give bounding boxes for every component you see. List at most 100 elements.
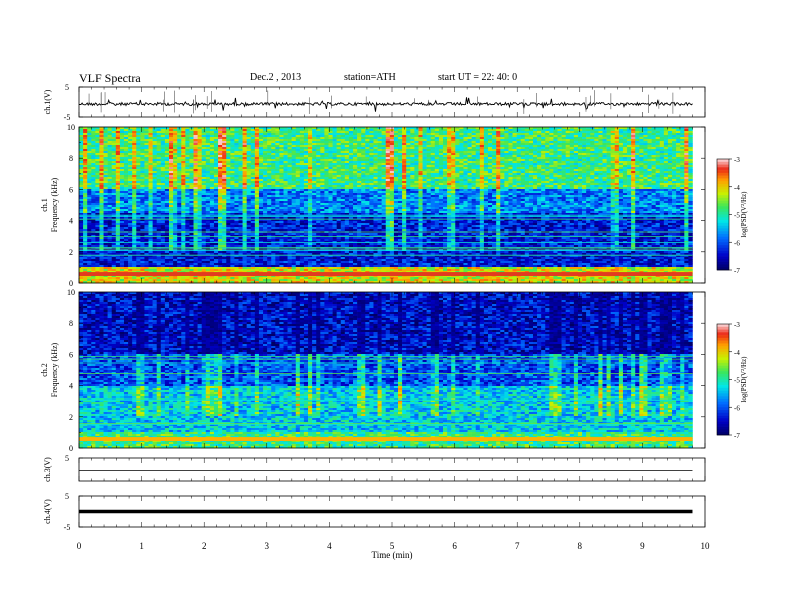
spectrogram-cell [479,145,485,148]
spectrogram-cell [160,129,166,132]
spectrogram-cell [197,151,202,154]
spectrogram-cell [438,177,444,180]
spectrogram-cell [79,181,84,184]
spectrogram-cell [381,161,387,164]
spectrogram-cell [455,137,460,140]
spectrogram-cell [631,185,636,188]
spectrogram-cell [680,145,685,148]
spectrogram-cell [328,179,333,182]
spectrogram-cell [631,137,636,140]
spectrogram-cell [622,183,628,186]
spectrogram-cell [189,157,194,160]
spectrogram-cell [606,151,611,154]
spectrogram-cell [577,165,583,168]
spectrogram-cell [197,169,202,172]
spectrogram-cell [667,187,673,190]
spectrogram-cell [614,189,620,192]
spectrogram-cell [459,145,464,148]
spectrogram-cell [226,135,231,138]
spectrogram-cell [254,165,260,168]
spectrogram-cell [369,167,374,170]
spectrogram-cell [164,131,170,134]
spectrogram-cell [680,159,685,162]
spectrogram-cell [197,141,202,144]
spectrogram-cell [279,127,284,130]
station-label: station=ATH [344,72,396,83]
spectrogram-cell [537,173,542,176]
spectrogram-cell [103,181,108,184]
spectrogram-cell [308,173,313,176]
spectrogram-cell [254,169,260,172]
spectrogram-cell [320,163,325,166]
spectrogram-cell [267,145,272,148]
spectrogram-cell [336,139,342,142]
spectrogram-cell [520,131,526,134]
spectrogram-cell [385,151,391,154]
spectrogram-cell [303,179,309,182]
spectrogram-cell [594,189,599,192]
spectrogram-cell [537,161,542,164]
spectrogram-cell [303,189,309,192]
spectrogram-cell [528,181,534,184]
spectrogram-cell [263,177,268,180]
spectrogram-cell [242,167,247,170]
spectrogram-cell [606,161,611,164]
spectrogram-cell [361,141,366,144]
spectrogram-cell [455,183,460,186]
spectrogram-cell [643,149,648,152]
spectrogram-cell [373,151,378,154]
spectrogram-cell [663,149,669,152]
spectrogram-cell [148,143,153,146]
spectrogram-cell [496,133,501,136]
spectrogram-cell [455,171,460,174]
spectrogram-cell [398,133,403,136]
spectrogram-cell [430,165,436,168]
spectrogram-cell [492,189,497,192]
spectrogram-cell [185,181,190,184]
spectrogram-cell [393,189,399,192]
spectrogram-cell [99,127,104,130]
spectrogram-cell [312,135,317,138]
spectrogram-cell [369,177,374,180]
spectrogram-cell [500,163,505,166]
spectrogram-cell [447,143,452,146]
spectrogram-cell [168,189,174,192]
spectrogram-cell [549,169,554,172]
spectrogram-cell [627,157,632,160]
spectrogram-cell [500,159,505,162]
spectrogram-cell [152,169,158,172]
spectrogram-cell [672,161,677,164]
spectrogram-cell [430,149,436,152]
spectrogram-cell [406,139,411,142]
spectrogram-cell [524,147,530,150]
spectrogram-cell [238,185,243,188]
spectrogram-cell [197,145,202,148]
spectrogram-cell [348,129,354,132]
spectrogram-cell [328,185,333,188]
spectrogram-cell [410,141,415,144]
spectrogram-cell [189,167,194,170]
spectrogram-cell [222,187,227,190]
spectrogram-cell [528,143,534,146]
spectrogram-cell [471,151,477,154]
spectrogram-cell [627,147,632,150]
spectrogram-cell [308,183,313,186]
spectrogram-cell [410,137,415,140]
spectrogram-cell [344,175,350,178]
spectrogram-cell [295,175,301,178]
spectrogram-cell [500,145,505,148]
spectrogram-cell [177,169,182,172]
spectrogram-cell [688,169,693,172]
spectrogram-cell [365,145,370,148]
spectrogram-cell [635,129,640,132]
spectrogram-cell [586,167,591,170]
spectrogram-cell [361,167,366,170]
spectrogram-cell [586,173,591,176]
spectrogram-cell [177,145,182,148]
spectrogram-cell [263,159,268,162]
spectrogram-cell [651,163,656,166]
spectrogram-cell [402,143,407,146]
spectrogram-cell [680,161,685,164]
spectrogram-cell [594,187,599,190]
spectrogram-cell [246,167,252,170]
